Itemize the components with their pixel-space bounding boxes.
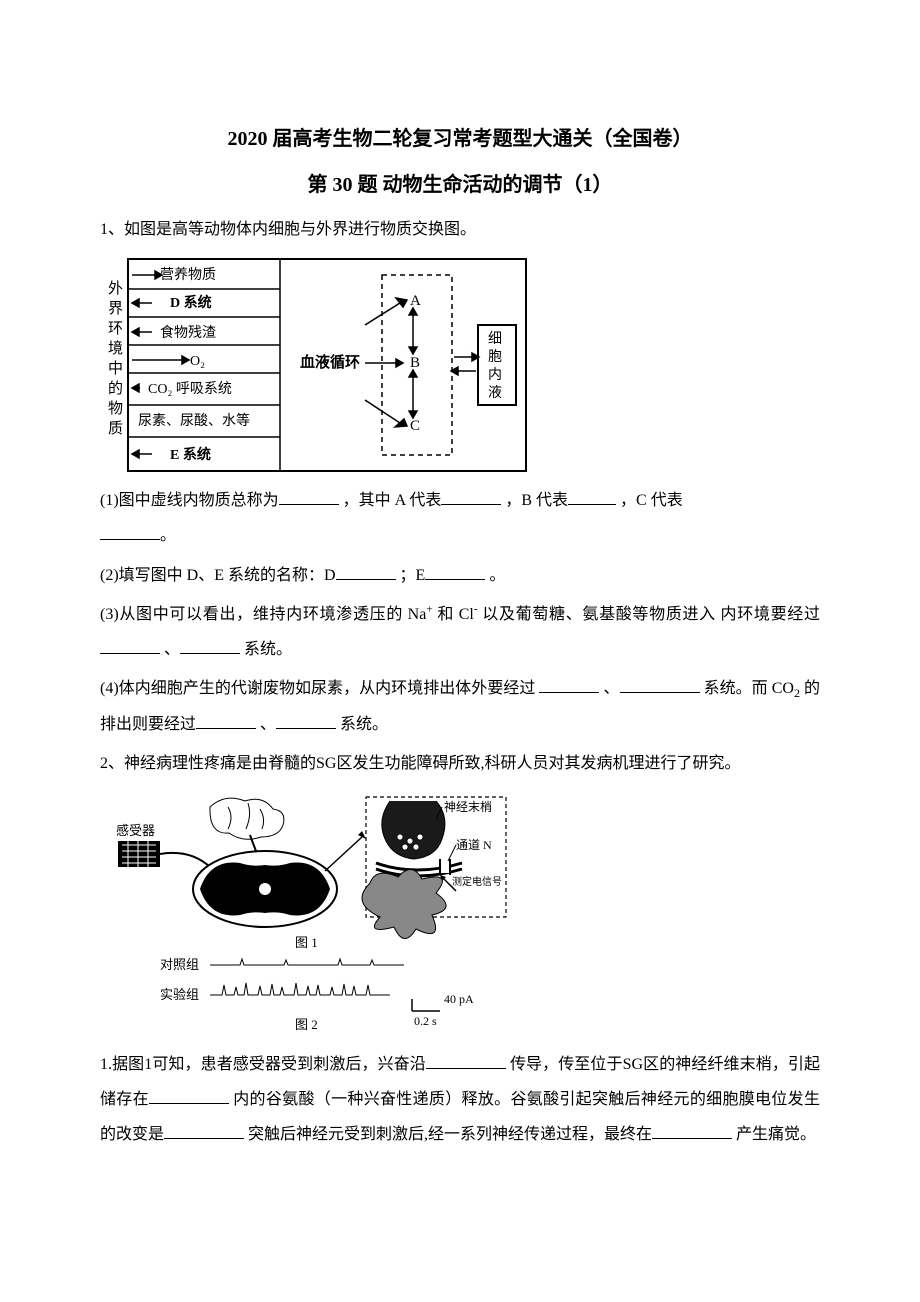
q2-figure: 感受器 神经末梢 通道 N 测定电信号 图 1 对照组 实验组 xyxy=(100,789,820,1039)
fig2-fig2-label: 图 2 xyxy=(295,1017,318,1032)
blank xyxy=(426,1053,506,1069)
page-title-1: 2020 届高考生物二轮复习常考题型大通关（全国卷） xyxy=(100,120,820,158)
fig-row-5: 尿素、尿酸、水等 xyxy=(138,412,250,429)
fig2-exp: 实验组 xyxy=(160,987,199,1002)
fig-center: 血液循环 xyxy=(300,353,360,371)
svg-text:的: 的 xyxy=(108,380,123,397)
svg-text:内: 内 xyxy=(488,367,502,383)
svg-text:质: 质 xyxy=(108,420,123,437)
svg-text:环: 环 xyxy=(108,321,123,337)
q1-p2-c: 。 xyxy=(489,567,505,584)
q2-lead: 2、神经病理性疼痛是由脊髓的SG区发生功能障碍所致,科研人员对其发病机理进行了研… xyxy=(100,746,820,781)
fig2-scale-x: 0.2 s xyxy=(414,1014,437,1028)
q2-p1-d: 突触后神经元受到刺激后,经一系列神经传递过程，最终在 xyxy=(248,1126,652,1143)
blank xyxy=(620,677,700,693)
blank xyxy=(276,713,336,729)
fig-row-1: D 系统 xyxy=(170,294,212,311)
fig-node-b: B xyxy=(410,355,420,371)
q1-p1-a: (1)图中虚线内物质总称为 xyxy=(100,492,279,509)
blank xyxy=(425,564,485,580)
blank xyxy=(100,638,160,654)
svg-text:境: 境 xyxy=(108,339,123,357)
fig-row-3: O₂ xyxy=(190,354,205,369)
q1-p1-d: ，C 代表 xyxy=(620,492,683,509)
q1-p2-a: (2)填写图中 D、E 系统的名称：D xyxy=(100,567,336,584)
fig-row-2: 食物残渣 xyxy=(160,324,216,341)
q1-p3-b: 和 Cl xyxy=(437,606,474,623)
q1-p2: (2)填写图中 D、E 系统的名称：D ；E 。 xyxy=(100,558,820,593)
blank xyxy=(164,1123,244,1139)
fig2-signal: 测定电信号 xyxy=(452,875,502,888)
q1-p3-c: 以及葡萄糖、氨基酸等物质进入 内环境要经过 xyxy=(482,606,820,623)
blank xyxy=(196,713,256,729)
q1-p3-e: 系统。 xyxy=(244,641,292,658)
fig-row-0: 营养物质 xyxy=(160,267,216,283)
fig2-terminal: 神经末梢 xyxy=(444,799,492,814)
fig2-channel: 通道 N xyxy=(456,838,492,852)
fig2-ctrl: 对照组 xyxy=(160,957,199,972)
svg-text:液: 液 xyxy=(488,385,502,401)
blank xyxy=(568,489,616,505)
svg-text:中: 中 xyxy=(108,360,123,377)
q1-p1-e: 。 xyxy=(160,527,176,544)
q1-p3-d: 、 xyxy=(164,641,180,658)
fig-node-c: C xyxy=(410,418,420,434)
q1-figure: 外界环 境中的 物质 营养物质 D 系统 食物残渣 O₂ CO₂ 呼吸系统 尿素… xyxy=(100,255,820,475)
blank xyxy=(100,524,160,540)
q2-p1-a: 1.据图1可知，患者感受器受到刺激后，兴奋沿 xyxy=(100,1056,426,1073)
q1-p1-b: ，其中 A 代表 xyxy=(343,492,442,509)
q1-p2-b: ；E xyxy=(400,567,426,584)
q1-p4-c: 系统。而 CO xyxy=(704,680,794,697)
q1-p3: (3)从图中可以看出，维持内环境渗透压的 Na+ 和 Cl- 以及葡萄糖、氨基酸… xyxy=(100,597,820,667)
q1-p1-c: ，B 代表 xyxy=(505,492,568,509)
q1-p4-f: 系统。 xyxy=(340,716,388,733)
q1-p4-a: (4)体内细胞产生的代谢废物如尿素，从内环境排出体外要经过 xyxy=(100,680,539,697)
fig2-fig1-label: 图 1 xyxy=(295,935,318,950)
q2-p1-e: 产生痛觉。 xyxy=(736,1126,816,1143)
blank xyxy=(149,1088,229,1104)
svg-text:细: 细 xyxy=(488,331,502,347)
blank xyxy=(336,564,396,580)
sup-plus: + xyxy=(426,603,432,615)
q1-p1: (1)图中虚线内物质总称为 ，其中 A 代表 ，B 代表 ，C 代表 。 xyxy=(100,483,820,553)
fig-row-4: CO₂ 呼吸系统 xyxy=(148,381,232,397)
blank xyxy=(539,677,599,693)
q1-p4-b: 、 xyxy=(604,680,620,697)
q1-lead: 1、如图是高等动物体内细胞与外界进行物质交换图。 xyxy=(100,212,820,247)
fig-row-6: E 系统 xyxy=(170,446,211,463)
svg-text:界: 界 xyxy=(108,301,123,317)
svg-text:胞: 胞 xyxy=(488,349,502,365)
sub-2: 2 xyxy=(794,686,800,700)
q1-p4: (4)体内细胞产生的代谢废物如尿素，从内环境排出体外要经过 、 系统。而 CO2… xyxy=(100,671,820,742)
fig2-scale-y: 40 pA xyxy=(444,992,474,1006)
blank xyxy=(279,489,339,505)
svg-text:外: 外 xyxy=(108,280,123,297)
q1-p3-a: (3)从图中可以看出，维持内环境渗透压的 Na xyxy=(100,606,426,623)
page-title-2: 第 30 题 动物生命活动的调节（1） xyxy=(100,166,820,204)
fig-node-a: A xyxy=(410,293,421,309)
q2-p1: 1.据图1可知，患者感受器受到刺激后，兴奋沿 传导，传至位于SG区的神经纤维末梢… xyxy=(100,1047,820,1153)
fig2-receptor: 感受器 xyxy=(116,823,155,838)
blank xyxy=(180,638,240,654)
sup-minus: - xyxy=(474,603,478,615)
svg-text:物: 物 xyxy=(108,400,123,417)
q1-p4-e: 、 xyxy=(260,716,276,733)
blank xyxy=(652,1123,732,1139)
blank xyxy=(441,489,501,505)
